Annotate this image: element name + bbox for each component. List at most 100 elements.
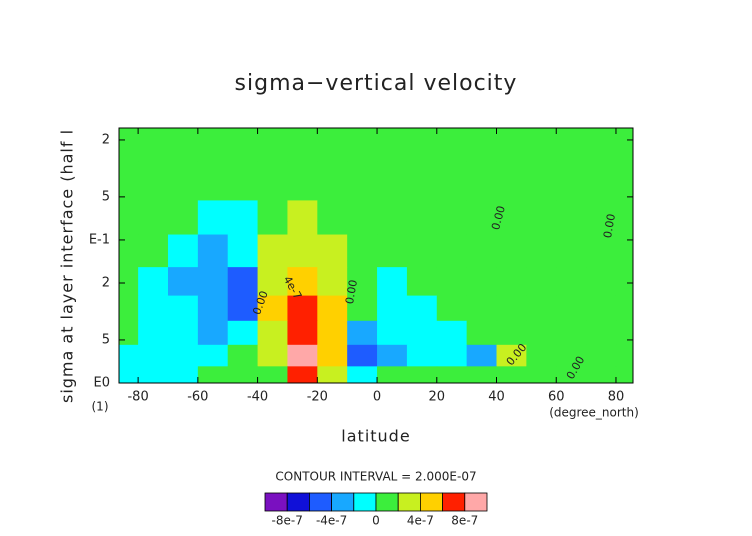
contour-cell [197, 344, 229, 367]
contour-cell [586, 267, 617, 297]
contour-cell [317, 200, 348, 236]
contour-cell [615, 128, 634, 162]
contour-cell [119, 128, 139, 162]
contour-cell [347, 128, 378, 162]
contour-cell [556, 366, 587, 384]
contour-cell [167, 320, 199, 346]
colorbar-box [397, 492, 421, 512]
contour-cell [466, 234, 498, 268]
contour-cell [257, 267, 288, 297]
chart-title: sigma−vertical velocity [235, 71, 518, 96]
colorbar-box [442, 492, 466, 512]
contour-cell [406, 128, 438, 162]
colorbar-box [286, 492, 310, 512]
contour-cell [119, 295, 139, 322]
contour-cell [496, 366, 527, 384]
contour-cell [287, 161, 318, 201]
contour-cell [197, 320, 229, 346]
contour-cell [556, 295, 587, 322]
contour-cell [197, 200, 229, 236]
contour-cell [377, 267, 408, 297]
colorbar-box [353, 492, 377, 512]
contour-cell [586, 320, 617, 346]
contour-cell [119, 200, 139, 236]
contour-cell [197, 128, 229, 162]
contour-cell [615, 161, 634, 201]
contour-cell [496, 295, 527, 322]
contour-cell [526, 234, 557, 268]
contour-cell [257, 366, 288, 384]
contour-cell [287, 344, 318, 367]
contour-cell [466, 267, 498, 297]
y-tick-label: 2 [102, 132, 110, 147]
contour-cell [406, 161, 438, 201]
contour-cell [615, 234, 634, 268]
contour-cell [119, 267, 139, 297]
contour-cell [526, 366, 557, 384]
contour-cell [317, 344, 348, 367]
x-tick-label: 80 [608, 390, 625, 405]
contour-cell [138, 366, 169, 384]
contour-cell [526, 161, 557, 201]
contour-cell [615, 344, 634, 367]
contour-cell [287, 200, 318, 236]
contour-cell [466, 320, 498, 346]
contour-cell [257, 320, 288, 346]
colorbar-label: -4e-7 [316, 514, 347, 528]
contour-cell [436, 344, 468, 367]
contour-cell [167, 344, 199, 367]
plot-frame [118, 127, 634, 384]
contour-cell [496, 344, 527, 367]
contour-cell [287, 234, 318, 268]
contour-cell [138, 320, 169, 346]
contour-cell [197, 234, 229, 268]
contour-cell [287, 320, 318, 346]
contour-cell [227, 366, 259, 384]
contour-cell [615, 366, 634, 384]
contour-cell [227, 344, 259, 367]
contour-cell [167, 200, 199, 236]
contour-cell [119, 320, 139, 346]
contour-cell [138, 161, 169, 201]
contour-cell [586, 200, 617, 236]
contour-cell [317, 234, 348, 268]
x-tick-label: -60 [187, 390, 208, 405]
contour-cell [526, 295, 557, 322]
contour-cell [167, 267, 199, 297]
contour-cell [227, 234, 259, 268]
contour-cell [347, 366, 378, 384]
contour-cell [466, 366, 498, 384]
contour-cell [377, 128, 408, 162]
contour-cell [138, 200, 169, 236]
contour-cell [556, 128, 587, 162]
x-units: (degree_north) [549, 406, 639, 420]
contour-cell [167, 161, 199, 201]
contour-cell [436, 161, 468, 201]
x-axis-label: latitude [341, 427, 410, 446]
contour-cell [119, 234, 139, 268]
contour-cell [227, 267, 259, 297]
contour-cell [317, 161, 348, 201]
x-tick-label: 20 [429, 390, 446, 405]
colorbar-box [264, 492, 288, 512]
contour-cell [556, 344, 587, 367]
y-tick-label: 5 [102, 332, 110, 347]
colorbar-label: 0 [372, 514, 380, 528]
contour-cell [138, 344, 169, 367]
contour-cell [167, 128, 199, 162]
contour-cell [586, 295, 617, 322]
contour-cell [556, 267, 587, 297]
contour-cell [347, 234, 378, 268]
contour-cell [466, 128, 498, 162]
contour-cell [436, 234, 468, 268]
contour-cell [227, 200, 259, 236]
y-tick-label: 5 [102, 189, 110, 204]
contour-cell [167, 234, 199, 268]
contour-cell [556, 200, 587, 236]
x-tick-label: -80 [127, 390, 148, 405]
contour-cell [406, 234, 438, 268]
contour-cell [377, 366, 408, 384]
contour-cell [496, 161, 527, 201]
contour-cell [227, 295, 259, 322]
